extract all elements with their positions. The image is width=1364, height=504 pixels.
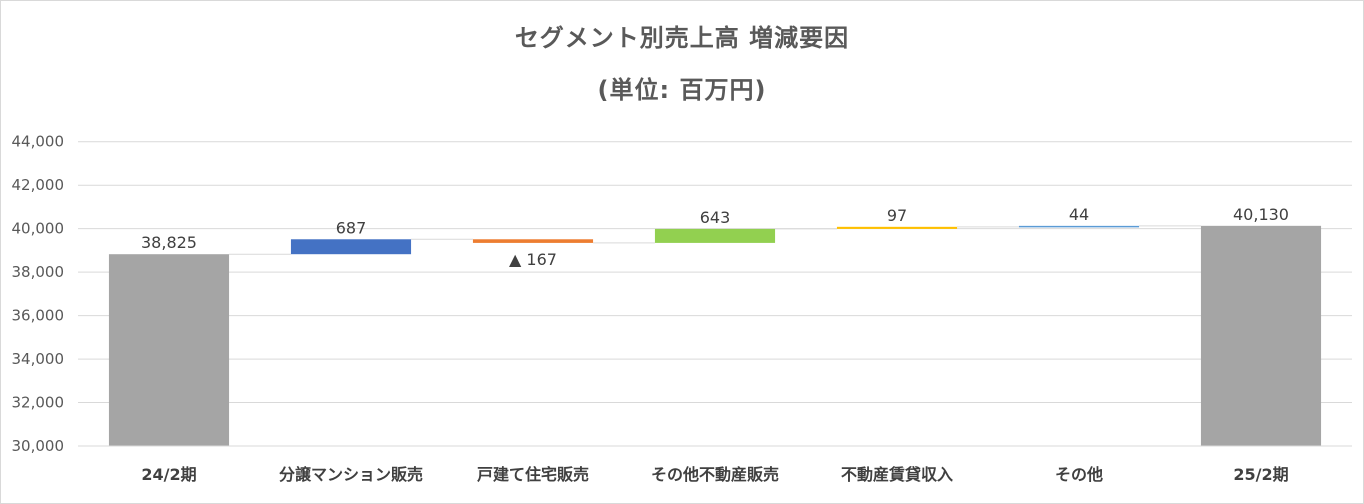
bar-delta bbox=[836, 226, 958, 229]
bar-delta bbox=[290, 239, 412, 255]
y-tick-label: 44,000 bbox=[12, 133, 65, 151]
bar-delta bbox=[1018, 225, 1140, 228]
data-label: 687 bbox=[336, 218, 367, 237]
x-category-label: 25/2期 bbox=[1233, 465, 1288, 484]
x-category-label: その他不動産販売 bbox=[651, 465, 779, 484]
data-label: 643 bbox=[700, 208, 731, 227]
bar-delta bbox=[472, 239, 594, 243]
x-category-label: 不動産賃貸収入 bbox=[841, 465, 953, 484]
chart-subtitle: (単位: 百万円) bbox=[597, 76, 767, 104]
x-category-label: 分譲マンション販売 bbox=[279, 465, 423, 484]
bar-delta bbox=[654, 228, 776, 243]
y-tick-label: 34,000 bbox=[12, 350, 65, 368]
data-label: 38,825 bbox=[141, 233, 197, 252]
data-label: 44 bbox=[1069, 205, 1089, 224]
y-tick-label: 36,000 bbox=[12, 307, 65, 325]
y-tick-label: 32,000 bbox=[12, 394, 65, 412]
y-tick-label: 38,000 bbox=[12, 263, 65, 281]
data-label: 97 bbox=[887, 206, 907, 225]
y-tick-label: 42,000 bbox=[12, 176, 65, 194]
y-tick-label: 30,000 bbox=[12, 437, 65, 455]
x-category-label: 24/2期 bbox=[141, 465, 196, 484]
data-label: ▲ 167 bbox=[509, 250, 557, 269]
chart-title: セグメント別売上高 増減要因 bbox=[514, 24, 850, 52]
bar-total bbox=[108, 254, 230, 446]
y-tick-label: 40,000 bbox=[12, 220, 65, 238]
bar-total bbox=[1200, 225, 1322, 446]
x-category-label: 戸建て住宅販売 bbox=[477, 465, 589, 484]
data-label: 40,130 bbox=[1233, 205, 1289, 224]
x-category-label: その他 bbox=[1055, 465, 1103, 484]
